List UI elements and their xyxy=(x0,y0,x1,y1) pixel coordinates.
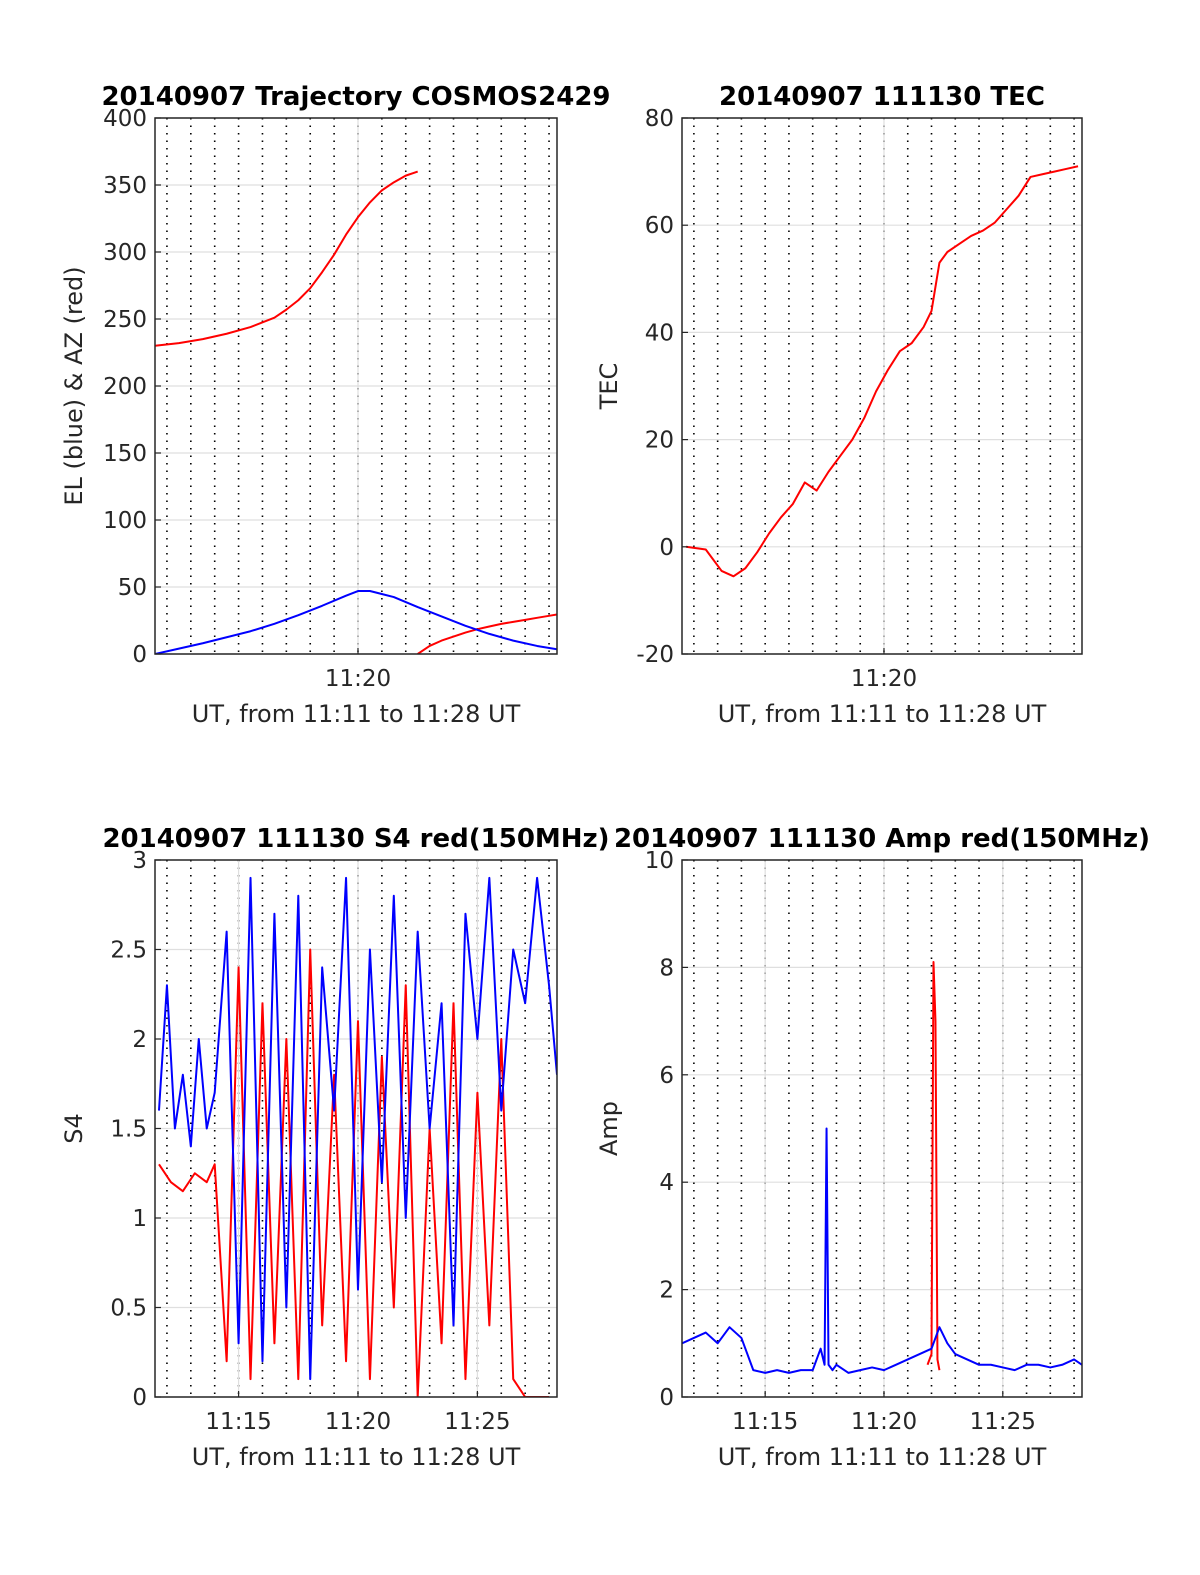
y-tick-label: 20 xyxy=(645,428,674,454)
axes-frame xyxy=(681,117,1083,655)
panel-amp: 0 2 4 6 8 10 11:15 11:20 11:25 20140907 111130 Am… xyxy=(595,824,1150,1471)
y-axis-label: TEC xyxy=(595,363,623,411)
x-axis-label: UT, from 11:11 to 11:28 UT xyxy=(718,700,1047,728)
series-line-1 xyxy=(155,170,419,347)
plot-area xyxy=(682,118,1082,654)
y-tick-label: 250 xyxy=(103,307,147,333)
x-tick-label: 11:20 xyxy=(851,666,917,692)
y-tick-label: 200 xyxy=(103,374,147,400)
panel-tec: -20 0 20 40 60 80 11:20 20140907 111130 TEC UT, … xyxy=(595,82,1083,728)
x-axis-label: UT, from 11:11 to 11:28 UT xyxy=(192,1443,521,1471)
series-line-2 xyxy=(157,876,557,1381)
series-line-2 xyxy=(682,1127,1082,1374)
x-tick-label: 11:20 xyxy=(325,1409,391,1435)
y-tick-label: 300 xyxy=(103,240,147,266)
y-tick-label: 100 xyxy=(103,508,147,534)
x-tick-label: 11:15 xyxy=(732,1409,798,1435)
series-line-1 xyxy=(158,948,550,1397)
series-line-2 xyxy=(417,613,557,654)
y-tick-label: 10 xyxy=(645,848,674,874)
y-tick-label: 4 xyxy=(659,1170,674,1196)
x-tick-label: 11:20 xyxy=(851,1409,917,1435)
chart-title: 20140907 111130 Amp red(150MHz) xyxy=(614,824,1150,854)
y-tick-label: 2 xyxy=(132,1027,147,1053)
panel-s4: 0 0.5 1 1.5 2 2.5 3 11:15 11:20 11:25 20140907 111… xyxy=(60,824,610,1471)
series-line-1 xyxy=(685,165,1079,578)
y-tick-label: 1 xyxy=(132,1206,147,1232)
x-tick-label: 11:15 xyxy=(205,1409,271,1435)
x-tick-label: 11:25 xyxy=(970,1409,1036,1435)
panel-traj: 0 50 100 150 200 250 300 350 400 11:20 20140907 Tr… xyxy=(60,82,611,728)
y-tick-label: 3 xyxy=(132,848,147,874)
y-tick-label: 1.5 xyxy=(110,1117,147,1143)
series-line-1 xyxy=(926,961,941,1371)
y-tick-label: 0 xyxy=(659,1385,674,1411)
x-tick-label: 11:20 xyxy=(325,666,391,692)
chart-title: 20140907 Trajectory COSMOS2429 xyxy=(101,82,610,112)
x-axis-label: UT, from 11:11 to 11:28 UT xyxy=(718,1443,1047,1471)
y-tick-label: 0 xyxy=(132,1385,147,1411)
chart-title: 20140907 111130 S4 red(150MHz) xyxy=(102,824,609,854)
y-tick-label: 0 xyxy=(659,535,674,561)
x-tick-label: 11:25 xyxy=(444,1409,510,1435)
y-tick-label: 0 xyxy=(132,642,147,668)
series-line-3 xyxy=(155,590,557,654)
chart-title: 20140907 111130 TEC xyxy=(719,82,1045,112)
y-axis-label: S4 xyxy=(60,1113,88,1144)
y-tick-label: 6 xyxy=(659,1063,674,1089)
y-axis-label: Amp xyxy=(595,1101,623,1156)
y-tick-label: 400 xyxy=(103,106,147,132)
axes-frame xyxy=(681,859,1083,1398)
plot-area xyxy=(682,860,1082,1397)
y-tick-label: 40 xyxy=(645,320,674,346)
y-tick-label: 2 xyxy=(659,1278,674,1304)
x-axis-label: UT, from 11:11 to 11:28 UT xyxy=(192,700,521,728)
y-tick-label: -20 xyxy=(636,642,674,668)
y-tick-label: 350 xyxy=(103,173,147,199)
y-tick-label: 60 xyxy=(645,213,674,239)
y-tick-label: 0.5 xyxy=(110,1296,147,1322)
y-tick-label: 2.5 xyxy=(110,938,147,964)
y-axis-label: EL (blue) & AZ (red) xyxy=(60,266,88,505)
y-tick-label: 8 xyxy=(659,955,674,981)
y-tick-label: 80 xyxy=(645,106,674,132)
y-tick-label: 150 xyxy=(103,441,147,467)
y-tick-label: 50 xyxy=(118,575,147,601)
